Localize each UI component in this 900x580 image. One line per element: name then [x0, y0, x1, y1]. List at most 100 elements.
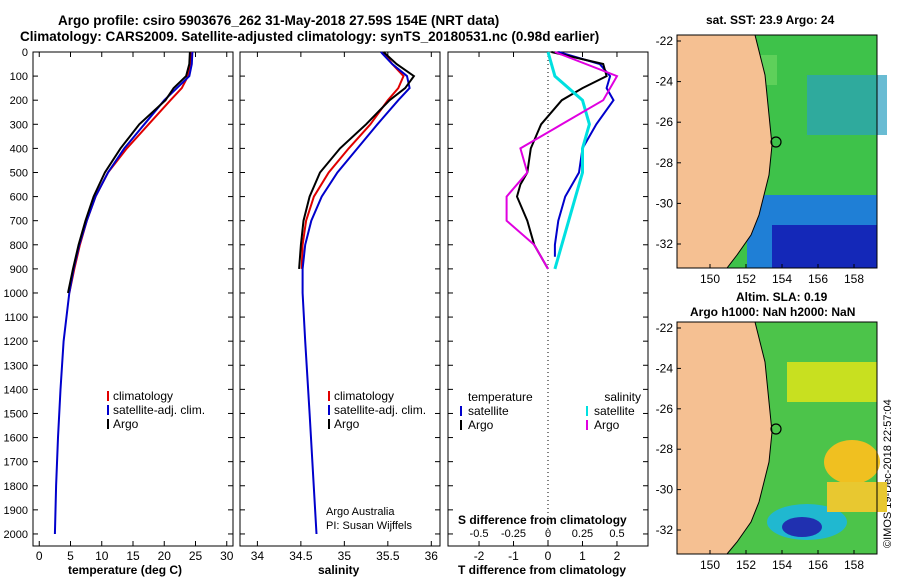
- lon-tick-label: 152: [736, 272, 756, 286]
- depth-tick-label: 1100: [4, 312, 28, 324]
- map-top-title: sat. SST: 23.9 Argo: 24: [706, 13, 835, 27]
- lon-tick-label: 158: [844, 558, 864, 572]
- depth-tick-label: 300: [10, 119, 28, 131]
- map-sla: [676, 321, 887, 555]
- lon-tick-label: 156: [808, 272, 828, 286]
- panel-frame-2: [447, 51, 649, 547]
- argo-float-marker: [770, 136, 782, 148]
- depth-tick-label: 0: [22, 47, 28, 59]
- legend-label: Argo: [113, 417, 139, 431]
- salinity-axis-label: salinity: [318, 563, 360, 577]
- x-tick-label: 5: [67, 549, 74, 563]
- legend-label: Argo: [594, 418, 620, 432]
- map-bottom-title2: Argo h1000: NaN h2000: NaN: [690, 305, 856, 319]
- sla-high-patch: [787, 362, 877, 402]
- s-tick-label: 0.25: [572, 528, 593, 540]
- lon-tick-label: 150: [700, 272, 720, 286]
- salinity-line-satelliteadjclim: [301, 51, 411, 535]
- depth-tick-label: 200: [10, 95, 28, 107]
- x-tick-label: 34: [251, 549, 265, 563]
- temperature-line-satelliteadjclim: [53, 51, 194, 535]
- depth-tick-label: 2000: [4, 529, 28, 541]
- depth-tick-label: 1400: [4, 384, 28, 396]
- sla-high-eddy: [824, 440, 880, 484]
- legend-title-temperature: temperature: [468, 390, 533, 404]
- x-tick-label: 0: [545, 549, 552, 563]
- panel-frame-0: [32, 51, 234, 547]
- diff-line-salinitysatellite: [546, 51, 591, 270]
- credit-line1: Argo Australia: [326, 506, 395, 518]
- x-tick-label: 15: [126, 549, 140, 563]
- depth-tick-label: 800: [10, 240, 28, 252]
- legend-label: Argo: [334, 417, 360, 431]
- map-sst: [676, 34, 887, 269]
- legend-label: Argo: [468, 418, 494, 432]
- cold-water-region: [772, 225, 877, 268]
- lat-tick-label: -28: [656, 442, 674, 456]
- depth-tick-label: 1800: [4, 481, 28, 493]
- argo-float-marker: [770, 423, 782, 435]
- s-tick-label: -0.5: [470, 528, 489, 540]
- x-tick-label: 35: [338, 549, 352, 563]
- depth-tick-label: 1500: [4, 408, 28, 420]
- lon-tick-label: 158: [844, 272, 864, 286]
- lat-tick-label: -32: [656, 237, 674, 251]
- diff-line-temperatureArgo: [515, 51, 608, 270]
- x-tick-label: 36: [425, 549, 439, 563]
- depth-tick-label: 100: [10, 71, 28, 83]
- lat-tick-label: -28: [656, 156, 674, 170]
- legend-label: satellite-adj. clim.: [334, 403, 426, 417]
- depth-tick-label: 1000: [4, 288, 28, 300]
- lat-tick-label: -26: [656, 115, 674, 129]
- s-tick-label: 0: [545, 528, 551, 540]
- lat-tick-label: -22: [656, 34, 674, 48]
- map-bottom-title1: Altim. SLA: 0.19: [736, 290, 828, 304]
- x-tick-label: 25: [189, 549, 203, 563]
- s-tick-label: -0.25: [501, 528, 526, 540]
- panel-frame-1: [239, 51, 441, 547]
- lon-tick-label: 156: [808, 558, 828, 572]
- depth-tick-label: 1200: [4, 336, 28, 348]
- x-tick-label: 0: [36, 549, 43, 563]
- temperature-line-Argo: [67, 51, 191, 294]
- depth-tick-label: 1300: [4, 360, 28, 372]
- temperature-line-climatology: [68, 52, 192, 294]
- depth-tick-label: 900: [10, 264, 28, 276]
- lat-tick-label: -32: [656, 523, 674, 537]
- diff-line-salinityArgo: [505, 51, 619, 270]
- lat-tick-label: -24: [656, 75, 674, 89]
- x-tick-label: 30: [220, 549, 234, 563]
- salinity-line-Argo: [298, 51, 416, 269]
- lat-tick-label: -30: [656, 196, 674, 210]
- sla-high-band: [827, 482, 887, 512]
- depth-tick-label: 1900: [4, 505, 28, 517]
- x-tick-label: 10: [95, 549, 109, 563]
- legend-label: satellite-adj. clim.: [113, 403, 205, 417]
- header-title-line2: Climatology: CARS2009. Satellite-adjuste…: [20, 29, 600, 44]
- lat-tick-label: -24: [656, 361, 674, 375]
- lat-tick-label: -26: [656, 402, 674, 416]
- s-tick-label: 0.5: [609, 528, 624, 540]
- header-title-line1: Argo profile: csiro 5903676_262 31-May-2…: [58, 13, 500, 28]
- map-frame: [676, 321, 878, 555]
- s-diff-axis-label: S difference from climatology: [458, 513, 627, 527]
- cool-patch: [807, 75, 887, 135]
- x-tick-label: 34.5: [289, 549, 313, 563]
- sla-low-eddy: [782, 517, 822, 537]
- lon-tick-label: 154: [772, 558, 792, 572]
- depth-tick-label: 1700: [4, 457, 28, 469]
- legend-label: climatology: [113, 389, 173, 403]
- temperature-axis-label: temperature (deg C): [68, 563, 183, 577]
- t-diff-axis-label: T difference from climatology: [458, 563, 627, 577]
- depth-tick-label: 1600: [4, 433, 28, 445]
- x-tick-label: 2: [614, 549, 621, 563]
- lon-tick-label: 154: [772, 272, 792, 286]
- depth-tick-label: 700: [10, 216, 28, 228]
- legend-label: climatology: [334, 389, 394, 403]
- depth-tick-label: 600: [10, 192, 28, 204]
- x-tick-label: -1: [508, 549, 519, 563]
- credit-line2: PI: Susan Wijffels: [326, 520, 412, 532]
- x-tick-label: -2: [474, 549, 485, 563]
- legend-title-salinity: salinity: [604, 390, 641, 404]
